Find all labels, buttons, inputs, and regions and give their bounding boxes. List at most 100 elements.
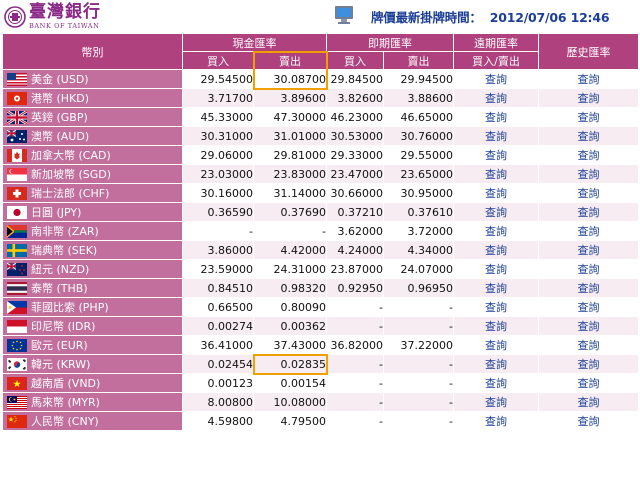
spot-buy-rate: -	[326, 373, 384, 393]
history-query-link[interactable]: 查詢	[577, 301, 600, 314]
spot-sell-rate: -	[383, 392, 454, 412]
currency-name: 歐元 (EUR)	[31, 339, 88, 352]
flag-cn-icon	[7, 414, 27, 428]
bank-logo[interactable]: 臺灣銀行 BANK OF TAIWAN	[4, 1, 101, 32]
forward-query-link[interactable]: 查詢	[485, 263, 507, 276]
currency-cell: 菲國比索 (PHP)	[2, 297, 183, 317]
spot-buy-rate: -	[326, 297, 384, 317]
spot-buy-rate: 3.62000	[326, 221, 384, 241]
history-query-link[interactable]: 查詢	[577, 168, 600, 181]
flag-jp-icon	[7, 205, 27, 219]
currency-cell: 人民幣 (CNY)	[2, 411, 183, 431]
history-query-link[interactable]: 查詢	[577, 263, 600, 276]
cash-buy-rate: 3.71700	[182, 88, 254, 108]
history-query-cell: 查詢	[538, 183, 639, 203]
cash-buy-rate: -	[182, 221, 254, 241]
currency-cell: 日圓 (JPY)	[2, 202, 183, 222]
cash-sell-rate: 0.98320	[253, 278, 327, 298]
currency-cell: 馬來幣 (MYR)	[2, 392, 183, 412]
forward-query-cell: 查詢	[453, 259, 539, 279]
cash-sell-rate: 23.83000	[253, 164, 327, 184]
history-query-link[interactable]: 查詢	[577, 187, 600, 200]
history-query-cell: 查詢	[538, 316, 639, 336]
spot-buy-rate: -	[326, 411, 384, 431]
history-query-link[interactable]: 查詢	[577, 415, 600, 428]
history-query-link[interactable]: 查詢	[577, 73, 600, 86]
forward-query-link[interactable]: 查詢	[485, 282, 507, 295]
spot-buy-rate: -	[326, 316, 384, 336]
cash-sell-rate: 4.42000	[253, 240, 327, 260]
forward-query-link[interactable]: 查詢	[485, 415, 507, 428]
forward-query-link[interactable]: 查詢	[485, 130, 507, 143]
forward-query-link[interactable]: 查詢	[485, 73, 507, 86]
history-query-cell: 查詢	[538, 411, 639, 431]
history-query-link[interactable]: 查詢	[577, 377, 600, 390]
history-query-cell: 查詢	[538, 145, 639, 165]
flag-nz-icon	[7, 262, 27, 276]
spot-sell-rate: 3.88600	[383, 88, 454, 108]
currency-cell: 印尼幣 (IDR)	[2, 316, 183, 336]
history-query-cell: 查詢	[538, 107, 639, 127]
rate-row-vn: 越南盾 (VND) 0.00123 0.00154- - 查詢 查詢	[2, 373, 639, 393]
rate-row-th: 泰幣 (THB) 0.84510 0.98320 0.92950 0.96950 查詢 查詢	[2, 278, 639, 298]
currency-cell: 紐元 (NZD)	[2, 259, 183, 279]
forward-query-link[interactable]: 查詢	[485, 339, 507, 352]
forward-query-link[interactable]: 查詢	[485, 168, 507, 181]
rate-row-id: 印尼幣 (IDR) 0.00274 0.00362- - 查詢 查詢	[2, 316, 639, 336]
header-row-2: 買入 賣出 買入 賣出 買入/賣出	[3, 51, 639, 70]
forward-query-link[interactable]: 查詢	[485, 111, 507, 124]
forward-query-cell: 查詢	[453, 373, 539, 393]
spot-sell-rate: 3.72000	[383, 221, 454, 241]
cash-buy-rate: 36.41000	[182, 335, 254, 355]
forward-query-link[interactable]: 查詢	[485, 187, 507, 200]
forward-query-link[interactable]: 查詢	[485, 225, 507, 238]
forward-query-link[interactable]: 查詢	[485, 149, 507, 162]
history-query-link[interactable]: 查詢	[577, 358, 600, 371]
forward-query-link[interactable]: 查詢	[485, 396, 507, 409]
forward-query-link[interactable]: 查詢	[485, 377, 507, 390]
forward-query-link[interactable]: 查詢	[485, 244, 507, 257]
forward-query-link[interactable]: 查詢	[485, 320, 507, 333]
spot-sell-rate: 37.22000	[383, 335, 454, 355]
history-query-link[interactable]: 查詢	[577, 149, 600, 162]
history-query-link[interactable]: 查詢	[577, 206, 600, 219]
cash-sell-rate: 31.14000	[253, 183, 327, 203]
spot-buy-rate: 23.47000	[326, 164, 384, 184]
forward-query-link[interactable]: 查詢	[485, 206, 507, 219]
cash-sell-rate: 29.81000	[253, 145, 327, 165]
cash-sell-rate: -	[253, 221, 327, 241]
forward-query-cell: 查詢	[453, 107, 539, 127]
history-query-link[interactable]: 查詢	[577, 225, 600, 238]
history-query-link[interactable]: 查詢	[577, 92, 600, 105]
cash-sell-rate: 0.02835	[253, 354, 327, 374]
history-query-link[interactable]: 查詢	[577, 244, 600, 257]
cash-buy-rate: 0.66500	[182, 297, 254, 317]
spot-buy-rate: 29.84500	[326, 69, 384, 89]
forward-query-link[interactable]: 查詢	[485, 92, 507, 105]
quote-time-label: 牌價最新掛牌時間：	[371, 10, 482, 25]
history-query-link[interactable]: 查詢	[577, 320, 600, 333]
forward-query-cell: 查詢	[453, 126, 539, 146]
spot-sell-rate: 23.65000	[383, 164, 454, 184]
history-query-cell: 查詢	[538, 259, 639, 279]
history-query-link[interactable]: 查詢	[577, 396, 600, 409]
history-query-link[interactable]: 查詢	[577, 130, 600, 143]
forward-query-cell: 查詢	[453, 354, 539, 374]
forward-query-cell: 查詢	[453, 240, 539, 260]
currency-name: 港幣 (HKD)	[31, 92, 90, 105]
forward-query-cell: 查詢	[453, 202, 539, 222]
cash-sell-rate: 37.43000	[253, 335, 327, 355]
cash-buy-rate: 23.59000	[182, 259, 254, 279]
forward-query-link[interactable]: 查詢	[485, 358, 507, 371]
history-query-link[interactable]: 查詢	[577, 339, 600, 352]
currency-cell: 美金 (USD)	[2, 69, 183, 89]
cash-buy-rate: 23.03000	[182, 164, 254, 184]
history-query-link[interactable]: 查詢	[577, 282, 600, 295]
currency-name: 瑞典幣 (SEK)	[31, 244, 98, 257]
history-query-link[interactable]: 查詢	[577, 111, 600, 124]
forward-query-link[interactable]: 查詢	[485, 301, 507, 314]
spot-buy-rate: 30.53000	[326, 126, 384, 146]
col-spot-sell-header: 賣出	[383, 51, 454, 70]
cash-buy-rate: 3.86000	[182, 240, 254, 260]
currency-name: 泰幣 (THB)	[31, 282, 88, 295]
